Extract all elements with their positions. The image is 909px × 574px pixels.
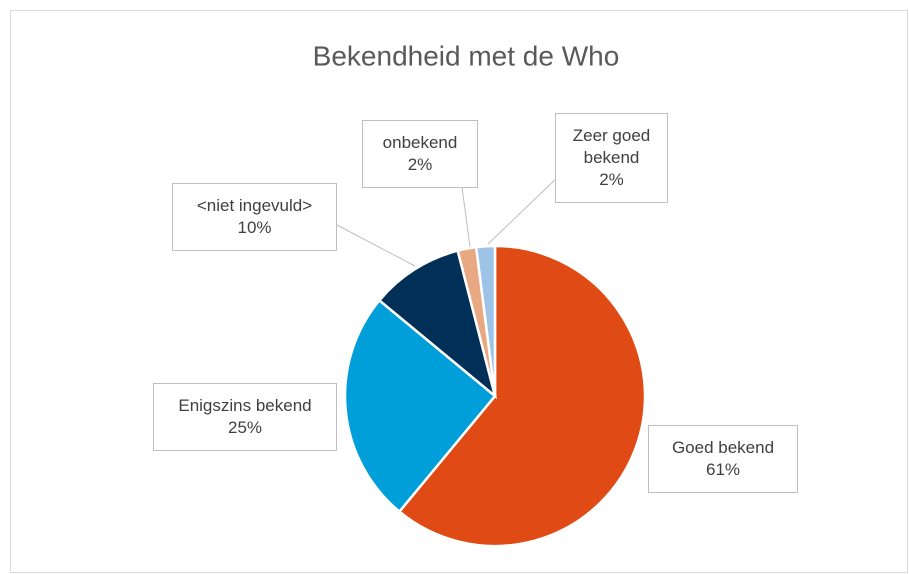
data-label: onbekend 2% bbox=[362, 120, 478, 188]
leader-line bbox=[336, 224, 416, 267]
data-label: Enigszins bekend 25% bbox=[153, 383, 337, 451]
label-name: Enigszins bekend bbox=[178, 396, 312, 415]
pie-slice bbox=[474, 244, 497, 397]
label-name: <niet ingevuld> bbox=[196, 196, 313, 215]
pie bbox=[343, 244, 647, 548]
label-value: 61% bbox=[705, 460, 741, 479]
label-name: onbekend bbox=[382, 133, 458, 152]
leader-line bbox=[487, 174, 561, 245]
label-value: 10% bbox=[237, 218, 272, 237]
pie-slice bbox=[397, 244, 647, 548]
data-label: Zeer goed bekend 2% bbox=[555, 113, 668, 203]
label-value: 25% bbox=[227, 418, 263, 437]
pie-slice bbox=[343, 298, 497, 514]
chart-title: Bekendheid met de Who bbox=[313, 40, 620, 71]
leader-lines bbox=[336, 174, 561, 267]
data-label: Goed bekend 61% bbox=[648, 425, 798, 493]
label-name: Goed bekend bbox=[671, 438, 775, 457]
label-name: Zeer goed bekend bbox=[572, 126, 651, 167]
leader-line bbox=[461, 186, 471, 248]
label-value: 2% bbox=[407, 155, 433, 174]
data-label: <niet ingevuld> 10% bbox=[172, 183, 337, 251]
label-value: 2% bbox=[599, 170, 624, 189]
